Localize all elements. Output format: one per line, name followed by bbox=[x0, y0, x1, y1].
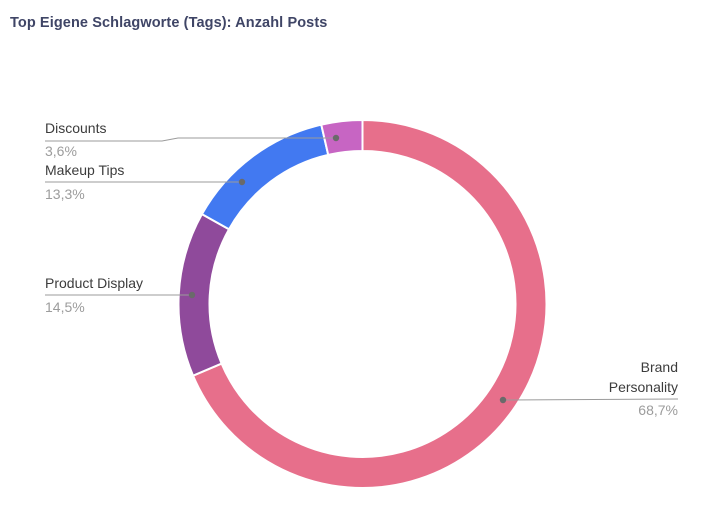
chart-title: Top Eigene Schlagworte (Tags): Anzahl Po… bbox=[10, 15, 328, 31]
segment-percent-makeup-tips: 13,3% bbox=[45, 186, 85, 202]
leader-dot-discounts bbox=[332, 134, 340, 142]
segment-percent-discounts: 3,6% bbox=[45, 143, 77, 159]
segment-percent-product-display: 14,5% bbox=[45, 299, 85, 315]
leader-dot-makeup-tips bbox=[238, 178, 246, 186]
segment-label-discounts: Discounts bbox=[45, 120, 107, 136]
leader-dot-brand-personality bbox=[499, 396, 507, 404]
donut-segments-group bbox=[177, 119, 548, 489]
segment-percent-brand-personality: 68,7% bbox=[638, 402, 678, 418]
leader-line-discounts bbox=[45, 137, 336, 142]
donut-segment-discounts[interactable] bbox=[320, 119, 364, 156]
donut-segment-makeup-tips[interactable] bbox=[200, 123, 330, 231]
leader-line-brand-personality bbox=[502, 398, 679, 401]
segment-label-makeup-tips: Makeup Tips bbox=[45, 162, 125, 178]
segment-label-product-display: Product Display bbox=[45, 275, 144, 291]
donut-segment-brand-personality[interactable] bbox=[192, 119, 548, 489]
leader-dot-product-display bbox=[188, 291, 196, 299]
segment-label-brand-personality: Brand Personality bbox=[608, 359, 678, 395]
